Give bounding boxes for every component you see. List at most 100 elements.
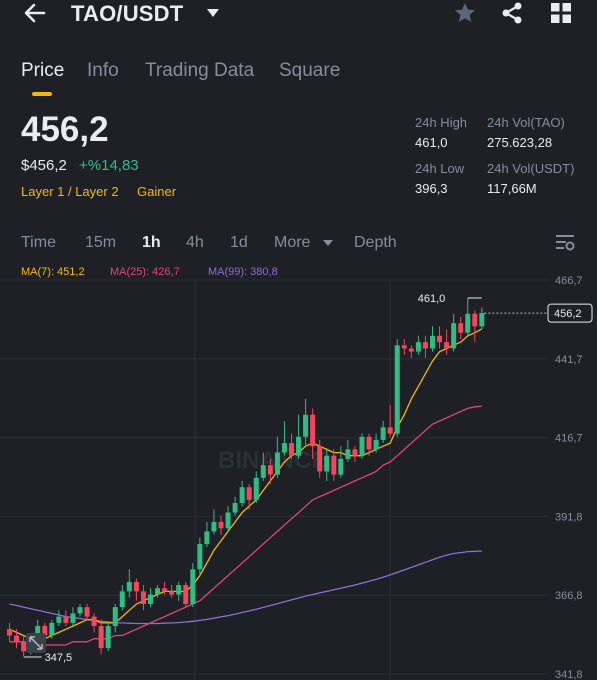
ma7-line bbox=[9, 328, 483, 640]
y-tick-label: 341,8 bbox=[555, 669, 583, 680]
interval-1d[interactable]: 1d bbox=[230, 234, 248, 251]
candle-body bbox=[437, 335, 443, 343]
candle-body bbox=[267, 465, 273, 475]
y-tick-label: 416,7 bbox=[555, 433, 583, 445]
more-caret-icon[interactable] bbox=[323, 238, 333, 248]
interval-more[interactable]: More bbox=[274, 234, 311, 251]
candle-body bbox=[444, 342, 450, 349]
chevron-down-icon[interactable] bbox=[206, 6, 220, 20]
candle-body bbox=[274, 452, 280, 475]
candle-body bbox=[352, 449, 358, 456]
candle-body bbox=[14, 635, 20, 642]
y-axis: 466,7 441,7 416,7 391,8 366,8 341,8 bbox=[555, 275, 583, 680]
candle-body bbox=[359, 436, 365, 456]
ma7-legend: MA(7): 451,2 bbox=[21, 266, 85, 278]
candle-body bbox=[479, 313, 485, 327]
candle-body bbox=[77, 607, 83, 614]
candle-body bbox=[112, 607, 118, 627]
candle-body bbox=[246, 487, 252, 500]
last-price-box bbox=[547, 303, 593, 323]
candle-body bbox=[324, 455, 330, 472]
candle-body bbox=[105, 626, 111, 649]
candle-body bbox=[430, 335, 435, 349]
candle-body bbox=[169, 591, 175, 595]
ma-lines bbox=[9, 328, 483, 646]
last-price-label: 456,2 bbox=[554, 308, 582, 320]
candle-body bbox=[451, 323, 457, 349]
candle-body bbox=[148, 594, 153, 604]
candle-body bbox=[7, 629, 12, 636]
candle-body bbox=[296, 436, 302, 456]
candle-body bbox=[408, 348, 414, 352]
candle-body bbox=[366, 436, 372, 450]
candle-body bbox=[190, 569, 196, 604]
candle-body bbox=[303, 414, 309, 437]
back-arrow-icon[interactable] bbox=[22, 0, 48, 26]
candle-body bbox=[140, 591, 146, 604]
high-marker-label: 461,0 bbox=[418, 293, 446, 305]
low-marker-label: 347,5 bbox=[45, 652, 73, 664]
candle-body bbox=[204, 531, 210, 545]
candle-body bbox=[176, 585, 182, 595]
stat-vol-base-value: 275.623,28 bbox=[487, 135, 553, 150]
candle-body bbox=[70, 613, 76, 623]
candle-body bbox=[21, 641, 27, 652]
ma25-legend: MA(25): 426,7 bbox=[110, 266, 180, 278]
candle-body bbox=[63, 616, 69, 623]
candle-body bbox=[56, 616, 62, 623]
favorite-star-icon[interactable] bbox=[453, 1, 477, 25]
candle-body bbox=[162, 588, 168, 592]
candle-body bbox=[387, 427, 393, 434]
last-price: 456,2 bbox=[21, 110, 109, 149]
price-change: +%14,83 bbox=[79, 157, 139, 174]
interval-15m[interactable]: 15m bbox=[85, 234, 117, 251]
y-tick-label: 366,8 bbox=[555, 590, 583, 602]
main-tabs: Price Info Trading Data Square bbox=[0, 58, 597, 98]
interval-time[interactable]: Time bbox=[21, 234, 56, 251]
tab-info[interactable]: Info bbox=[87, 60, 119, 81]
active-tab-indicator bbox=[32, 92, 52, 96]
candle-body bbox=[133, 581, 139, 592]
stat-vol-base-label: 24h Vol(TAO) bbox=[487, 115, 565, 130]
interval-depth[interactable]: Depth bbox=[354, 234, 397, 251]
candle-body bbox=[98, 626, 104, 649]
candles bbox=[7, 297, 485, 657]
tag-layer[interactable]: Layer 1 / Layer 2 bbox=[21, 184, 119, 199]
price-usd: $456,2 bbox=[21, 157, 67, 174]
candle-body bbox=[345, 449, 351, 459]
tab-price[interactable]: Price bbox=[21, 60, 65, 81]
candle-body bbox=[155, 588, 161, 595]
grid-menu-icon[interactable] bbox=[551, 3, 571, 23]
stat-vol-quote-label: 24h Vol(USDT) bbox=[487, 161, 575, 176]
expand-icon bbox=[26, 633, 46, 653]
candle-body bbox=[260, 465, 266, 478]
share-icon[interactable] bbox=[500, 1, 524, 25]
candle-body bbox=[415, 342, 421, 352]
candle-body bbox=[331, 455, 337, 475]
candle-body bbox=[126, 581, 132, 592]
candle-body bbox=[91, 616, 97, 627]
candle-body bbox=[310, 414, 316, 447]
tag-gainer[interactable]: Gainer bbox=[137, 184, 177, 199]
y-tick-label: 466,7 bbox=[555, 275, 583, 287]
candle-body bbox=[119, 591, 125, 608]
chart-gridlines bbox=[0, 279, 548, 680]
candle-body bbox=[183, 585, 189, 604]
chart-markers: 461,0 347,5 456,2 bbox=[23, 293, 593, 664]
interval-4h[interactable]: 4h bbox=[186, 234, 204, 251]
candle-body bbox=[472, 313, 478, 327]
candle-body bbox=[401, 345, 407, 349]
pair-title[interactable]: TAO/USDT bbox=[71, 1, 184, 26]
tab-square[interactable]: Square bbox=[279, 60, 341, 81]
candle-body bbox=[422, 342, 428, 349]
chart-settings-icon[interactable] bbox=[555, 234, 575, 252]
candle-body bbox=[42, 626, 48, 636]
interval-1h[interactable]: 1h bbox=[142, 234, 161, 251]
stat-vol-quote-value: 117,66M bbox=[487, 181, 537, 196]
tab-trading-data[interactable]: Trading Data bbox=[145, 60, 255, 81]
ma99-legend: MA(99): 380,8 bbox=[208, 266, 278, 278]
candle-body bbox=[218, 521, 224, 529]
candle-body bbox=[380, 427, 386, 440]
candle-body bbox=[338, 458, 344, 475]
